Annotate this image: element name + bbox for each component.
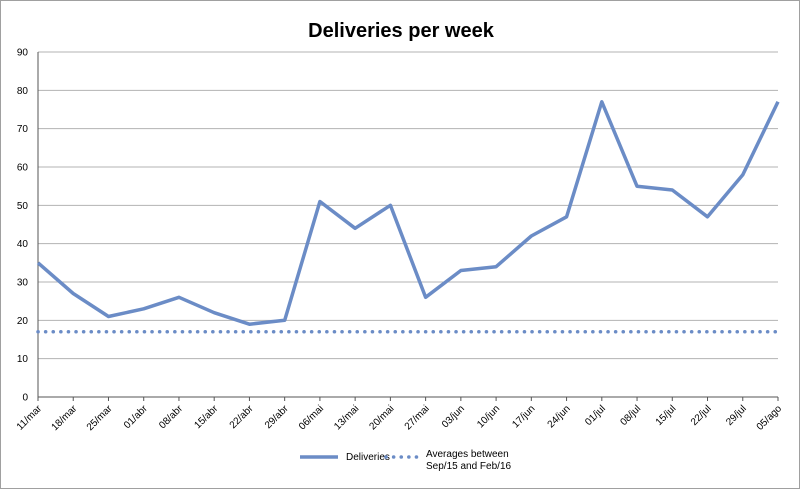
deliveries-point [37, 262, 38, 263]
deliveries-point [460, 270, 461, 271]
average-point [214, 331, 215, 332]
average-point [355, 331, 356, 332]
deliveries-point [73, 293, 74, 294]
x-tick-label: 29/abr [263, 403, 291, 431]
average-point [495, 331, 496, 332]
x-tick-label: 18/mar [50, 403, 80, 433]
x-tick-label: 29/jul [724, 403, 749, 428]
average-point [672, 331, 673, 332]
x-tick-label: 17/jun [510, 403, 537, 430]
average-point [73, 331, 74, 332]
average-point [601, 331, 602, 332]
chart-title: Deliveries per week [308, 20, 495, 42]
x-tick-label: 22/abr [228, 403, 256, 431]
deliveries-point [425, 297, 426, 298]
x-tick-label: 01/jul [583, 403, 608, 428]
average-point [531, 331, 532, 332]
x-tick-label: 27/mai [403, 403, 432, 432]
y-tick-label: 40 [17, 239, 29, 250]
x-tick-label: 11/mar [15, 403, 45, 433]
average-point [284, 331, 285, 332]
deliveries-point [108, 316, 109, 317]
y-tick-label: 20 [17, 316, 29, 327]
deliveries-point [390, 205, 391, 206]
x-tick-label: 13/mai [332, 403, 361, 432]
deliveries-point [495, 266, 496, 267]
deliveries-point [566, 216, 567, 217]
y-tick-label: 0 [22, 393, 28, 404]
x-tick-label: 20/mai [367, 403, 396, 432]
deliveries-point [531, 235, 532, 236]
average-point [707, 331, 708, 332]
average-point [37, 331, 38, 332]
y-tick-label: 50 [17, 201, 29, 212]
y-tick-label: 90 [17, 48, 29, 59]
x-tick-label: 10/jun [475, 403, 502, 430]
x-tick-label: 01/abr [122, 403, 150, 431]
x-tick-label: 03/jun [440, 403, 467, 430]
deliveries-point [319, 201, 320, 202]
y-tick-label: 60 [17, 163, 29, 174]
x-tick-label: 08/abr [157, 403, 185, 431]
x-tick-label: 05/ago [755, 403, 785, 433]
x-axis-ticks: 11/mar 18/mar 25/mar 01/abr 08/abr 15/abr 22/a… [15, 397, 785, 433]
x-tick-label: 25/mar [85, 403, 115, 433]
average-point [425, 331, 426, 332]
average-point [777, 331, 778, 332]
y-tick-label: 80 [17, 86, 29, 97]
average-point [319, 331, 320, 332]
x-tick-label: 22/jul [689, 403, 714, 428]
legend-average-label: Sep/15 and Feb/16 [426, 461, 512, 472]
deliveries-point [214, 312, 215, 313]
average-point [178, 331, 179, 332]
average-point [566, 331, 567, 332]
deliveries-point [742, 174, 743, 175]
y-tick-label: 30 [17, 278, 29, 289]
average-point [742, 331, 743, 332]
y-axis-ticks: 0 10 20 30 40 50 60 70 80 90 [17, 48, 29, 404]
average-point [636, 331, 637, 332]
average-point [143, 331, 144, 332]
deliveries-point [143, 308, 144, 309]
legend-average-label: Averages between [426, 449, 509, 460]
deliveries-point [178, 297, 179, 298]
x-tick-label: 24/jun [546, 403, 573, 430]
y-tick-label: 10 [17, 354, 29, 365]
average-point [390, 331, 391, 332]
grid [37, 51, 778, 398]
deliveries-point [249, 324, 250, 325]
legend-deliveries-label: Deliveries [346, 452, 390, 463]
y-tick-label: 70 [17, 124, 29, 135]
deliveries-point [777, 101, 778, 102]
deliveries-point [601, 101, 602, 102]
series-group [36, 100, 780, 334]
x-tick-label: 08/jul [618, 403, 643, 428]
average-point [108, 331, 109, 332]
x-tick-label: 15/abr [192, 403, 220, 431]
average-point [460, 331, 461, 332]
deliveries-point [355, 228, 356, 229]
deliveries-point [672, 189, 673, 190]
deliveries-series-line [36, 100, 780, 326]
x-tick-label: 06/mai [297, 403, 326, 432]
deliveries-point [284, 320, 285, 321]
average-point [249, 331, 250, 332]
deliveries-point [636, 186, 637, 187]
x-tick-label: 15/jul [654, 403, 679, 428]
deliveries-point [707, 216, 708, 217]
